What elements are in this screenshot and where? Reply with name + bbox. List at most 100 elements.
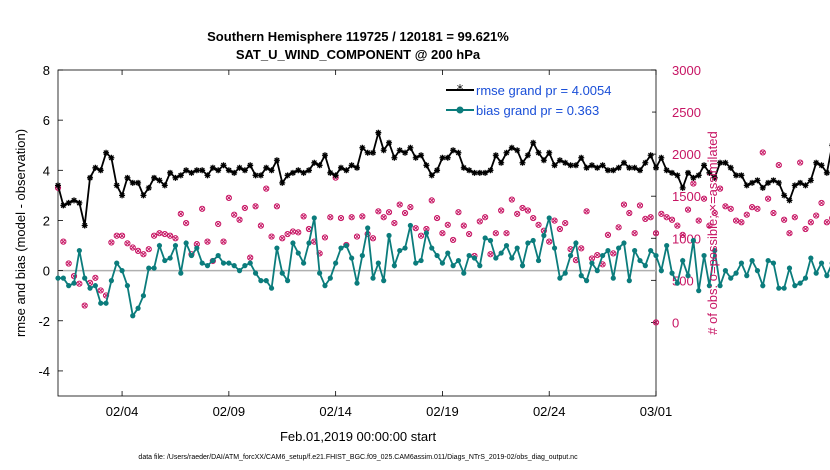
rmse-point — [156, 177, 163, 184]
y-tick-label: 2 — [43, 213, 50, 228]
bias-point — [386, 232, 392, 239]
obs-point — [466, 230, 473, 238]
rmse-point — [434, 167, 441, 174]
rmse-point — [444, 154, 451, 161]
legend-bias-marker — [456, 106, 464, 114]
obs-point — [786, 230, 793, 237]
bias-point — [226, 260, 232, 266]
bias-point — [482, 235, 488, 241]
data-file-footnote: data file: /Users/raeder/DAI/ATM_forcXX/… — [138, 454, 578, 461]
rmse-point — [754, 177, 761, 184]
bias-point — [722, 268, 729, 274]
y-axis-right-label: # of obs: o=possible; ×=assimilated — [705, 131, 720, 334]
bias-point — [653, 252, 659, 259]
bias-point — [600, 252, 606, 259]
obs-point — [257, 222, 264, 229]
bias-point — [108, 278, 114, 284]
rmse-point — [450, 147, 457, 154]
bias-point — [754, 268, 761, 274]
y-tick-label: -2 — [38, 314, 50, 329]
rmse-point — [743, 182, 750, 189]
obs-point — [145, 246, 152, 253]
bias-point — [98, 300, 104, 306]
bias-point — [765, 257, 771, 264]
rmse-point — [818, 162, 825, 169]
obs-point — [161, 230, 168, 238]
bias-point — [776, 285, 782, 291]
obs-point — [738, 219, 745, 226]
rmse-point — [343, 167, 350, 174]
bias-point — [418, 257, 424, 264]
legend-rmse-marker: * — [457, 83, 464, 98]
rmse-point — [145, 184, 152, 191]
rmse-point — [775, 179, 782, 186]
bias-point — [370, 275, 376, 281]
bias-point — [82, 275, 88, 281]
obs-point — [183, 220, 190, 227]
obs-point — [92, 274, 99, 281]
bias-point — [616, 245, 622, 251]
rmse-point — [498, 159, 505, 166]
bias-point — [738, 260, 745, 266]
obs-last-point — [652, 319, 660, 326]
rmse-point — [620, 159, 627, 166]
rmse-point — [279, 179, 286, 186]
rmse-point — [492, 152, 499, 159]
y-tick-label: -4 — [38, 364, 50, 379]
obs-point — [455, 209, 462, 216]
obs-point — [610, 250, 617, 257]
bias-point — [808, 255, 814, 261]
rmse-point — [770, 177, 777, 184]
bias-point — [215, 252, 221, 259]
bias-point — [493, 255, 499, 261]
bias-series — [55, 215, 830, 319]
rmse-point — [257, 172, 264, 179]
obs-point — [546, 238, 553, 245]
bias-point — [802, 275, 809, 281]
rmse-point — [418, 152, 425, 159]
obs-point — [807, 219, 814, 226]
obs-point — [391, 220, 398, 227]
obs-point — [668, 216, 676, 223]
rmse-point — [354, 164, 360, 171]
legend-rmse-label: rmse grand pr = 4.0054 — [476, 83, 612, 98]
bias-point — [103, 300, 109, 306]
rmse-point — [802, 182, 809, 189]
x-tick-label: 03/01 — [640, 404, 673, 419]
rmse-point — [252, 172, 259, 179]
rmse-point — [738, 172, 745, 179]
bias-point — [786, 265, 793, 271]
rmse-point — [476, 169, 483, 176]
obs-point — [492, 230, 499, 237]
obs-point — [412, 225, 419, 232]
obs-point — [647, 214, 654, 221]
legend-bias-label: bias grand pr = 0.363 — [476, 103, 599, 118]
rmse-point — [380, 147, 387, 154]
rmse-point — [71, 197, 78, 204]
obs-point — [754, 205, 761, 212]
rmse-point — [161, 182, 168, 189]
obs-point — [76, 280, 83, 287]
rmse-point — [151, 174, 158, 181]
rmse-line — [57, 129, 830, 226]
legend: * rmse grand pr = 4.0054 bias grand pr =… — [442, 78, 652, 124]
bias-point — [610, 275, 616, 281]
rmse-point — [60, 202, 67, 209]
bias-point — [541, 232, 547, 239]
x-axis-label: Feb.01,2019 00:00:00 start — [280, 429, 437, 444]
obs-point — [97, 287, 104, 294]
bias-point — [375, 260, 381, 266]
rmse-point — [231, 169, 238, 176]
bias-point — [135, 305, 141, 311]
obs-point — [300, 213, 307, 220]
bias-point — [712, 247, 718, 254]
bias-point — [690, 237, 696, 244]
y-axis-label: rmse and bias (model - observation) — [13, 129, 28, 337]
obs-point — [706, 222, 713, 229]
rmse-point — [551, 162, 558, 169]
bias-point — [642, 263, 648, 269]
bias-point — [333, 260, 339, 266]
rmse-point — [615, 164, 622, 171]
obs-point — [321, 234, 329, 241]
bias-point — [172, 242, 179, 249]
